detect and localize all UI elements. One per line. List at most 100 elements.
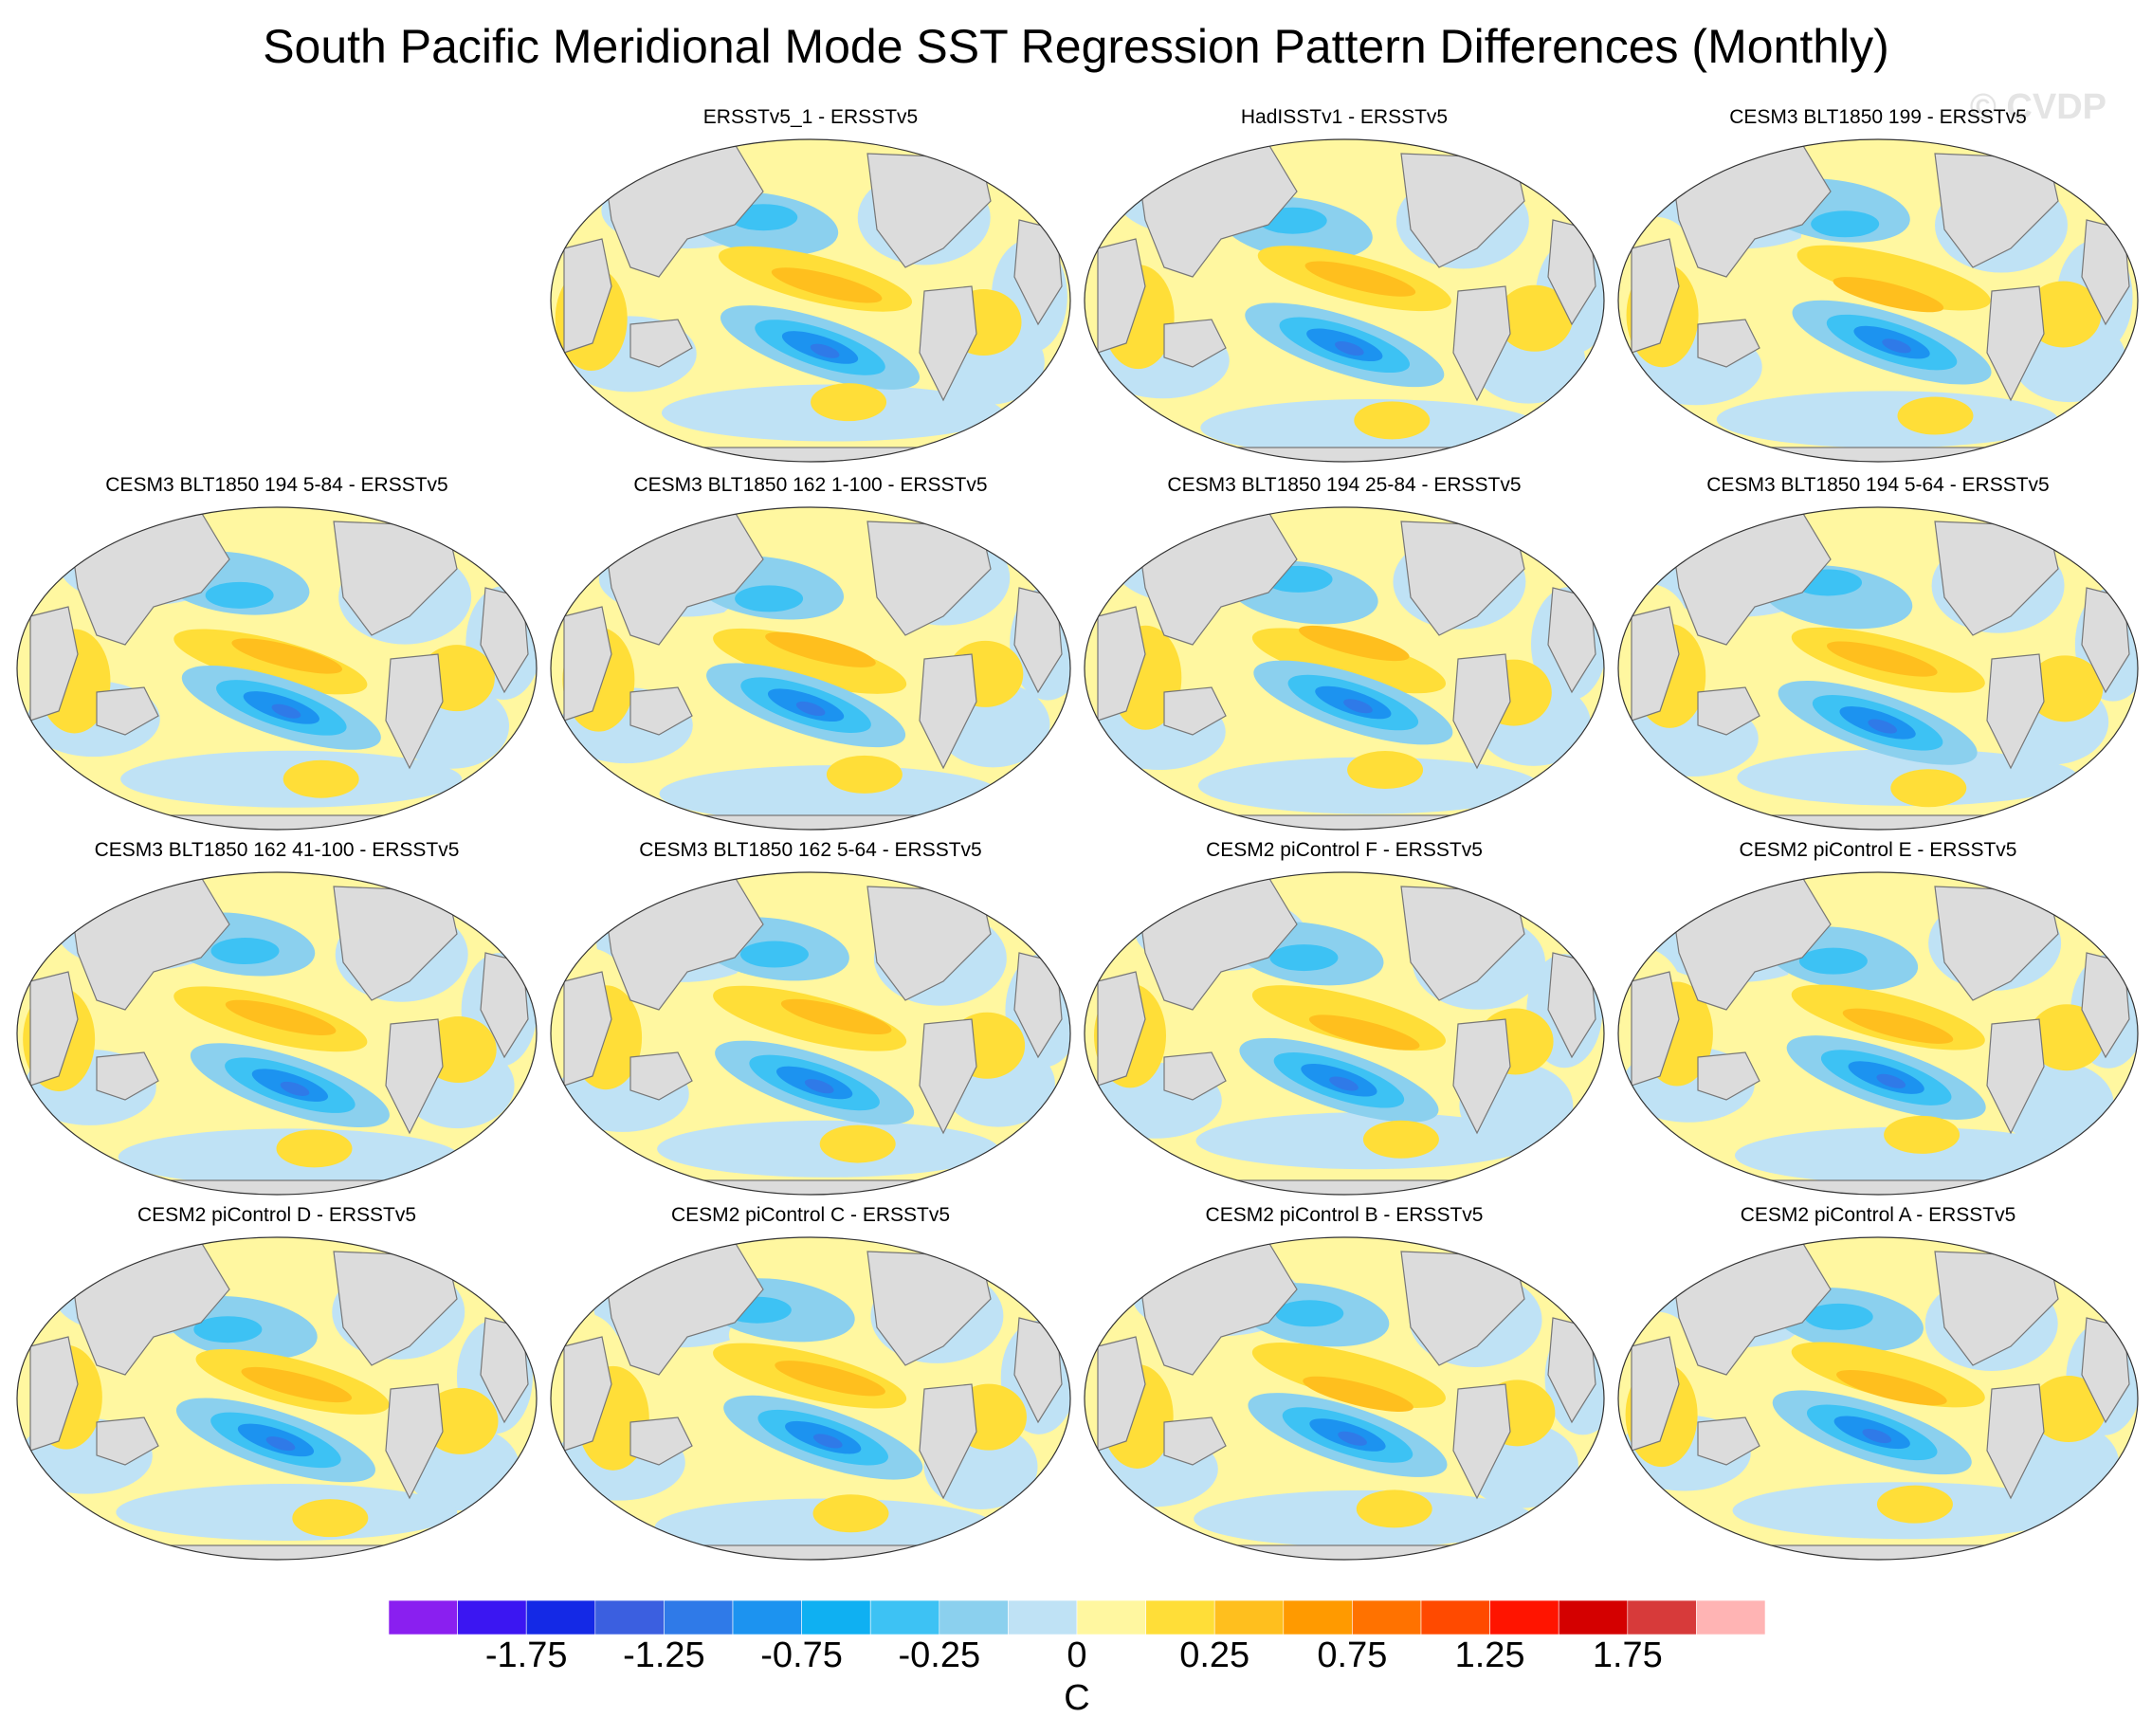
colorbar-box: [664, 1600, 734, 1635]
land-mass: [919, 285, 977, 402]
land-mass: [96, 686, 159, 736]
land-mass: [1618, 1544, 2138, 1560]
sst-contour: [804, 1079, 834, 1094]
sst-contour: [1868, 719, 1898, 734]
land-mass: [629, 319, 693, 368]
sst-contour: [812, 1494, 889, 1533]
sst-contour: [1347, 751, 1424, 790]
sst-contour: [1303, 1376, 1413, 1412]
sst-contour: [775, 1361, 885, 1397]
sst-contour: [810, 343, 840, 358]
colorbar-box: [457, 1600, 527, 1635]
sst-contour: [1798, 947, 1868, 975]
map-outline: [1084, 138, 1605, 463]
sst-contour: [1890, 769, 1967, 808]
colorbar-box: [1352, 1600, 1422, 1635]
land-mass: [1452, 1383, 1511, 1500]
map-panel: CESM2 piControl B - ERSSTv5: [1079, 1204, 1610, 1564]
land-mass: [29, 1336, 79, 1452]
sst-difference-map: [1084, 506, 1605, 831]
sst-contour: [1804, 1303, 1873, 1330]
colorbar-box: [1627, 1600, 1697, 1635]
sst-contour: [271, 704, 301, 719]
colorbar-tick-label: -1.75: [484, 1635, 568, 1675]
land-mass: [563, 606, 612, 722]
sst-contour: [771, 267, 883, 303]
map-outline: [16, 506, 538, 831]
map-outline: [16, 871, 538, 1196]
sst-contour: [795, 701, 826, 717]
colorbar-tick-label: -1.25: [623, 1635, 705, 1675]
land-mass: [1085, 447, 1604, 462]
sst-contour: [659, 765, 1001, 823]
sst-contour: [819, 1124, 896, 1163]
colorbar-box: [525, 1600, 596, 1635]
land-mass: [1697, 686, 1760, 736]
land-mass: [1986, 1383, 2045, 1500]
land-mass: [629, 1416, 693, 1466]
land-mass: [563, 1336, 612, 1452]
land-mass: [1618, 814, 2138, 830]
map-panel: CESM2 piControl D - ERSSTv5: [11, 1204, 542, 1564]
sst-contour: [735, 585, 804, 612]
land-mass: [385, 1018, 444, 1135]
sst-contour: [739, 941, 809, 968]
colorbar-box: [869, 1600, 940, 1635]
land-mass: [1097, 606, 1146, 722]
sst-difference-map: [1084, 138, 1605, 463]
map-panel: CESM2 piControl E - ERSSTv5: [1613, 839, 2143, 1199]
map-panel: CESM3 BLT1850 194 5-64 - ERSSTv5: [1613, 474, 2143, 834]
colorbar-tick-label: -0.75: [760, 1635, 843, 1675]
land-mass: [1452, 1018, 1511, 1135]
colorbar-box: [732, 1600, 802, 1635]
map-panel: CESM2 piControl F - ERSSTv5: [1079, 839, 1610, 1199]
panel-title: CESM2 piControl F - ERSSTv5: [1206, 839, 1483, 861]
panel-title: CESM3 BLT1850 194 5-64 - ERSSTv5: [1706, 474, 2050, 496]
land-mass: [919, 653, 977, 770]
sst-contour: [1897, 396, 1974, 435]
sst-contour: [2027, 655, 2104, 722]
sst-contour: [826, 755, 903, 794]
sst-contour: [811, 383, 887, 422]
sst-contour: [210, 938, 280, 965]
sst-contour: [1335, 340, 1364, 356]
map-outline: [1084, 1236, 1605, 1561]
map-panel: HadISSTv1 - ERSSTv5: [1079, 106, 1610, 466]
sst-contour: [1362, 1120, 1439, 1159]
land-mass: [1618, 447, 2138, 462]
sst-contour: [193, 1316, 263, 1343]
land-mass: [629, 1051, 693, 1101]
panel-title: CESM2 piControl A - ERSSTv5: [1740, 1204, 2016, 1226]
colorbar-tick-label: 0.75: [1317, 1635, 1388, 1675]
land-mass: [1697, 319, 1760, 368]
land-mass: [629, 686, 693, 736]
sst-contour: [1862, 1429, 1892, 1444]
map-panel: ERSSTv5_1 - ERSSTv5: [545, 106, 1076, 466]
colorbar-box: [1213, 1600, 1285, 1635]
map-outline: [16, 1236, 538, 1561]
sst-contour: [765, 631, 876, 667]
land-mass: [1163, 319, 1227, 368]
sst-contour: [276, 1129, 353, 1168]
sst-difference-map: [1084, 871, 1605, 1196]
colorbar-box: [801, 1600, 871, 1635]
sst-contour: [1827, 641, 1938, 677]
sst-difference-map: [1084, 1236, 1605, 1561]
land-mass: [1452, 285, 1511, 402]
chart-title: South Pacific Meridional Mode SST Regres…: [263, 20, 1889, 73]
map-panel: CESM3 BLT1850 162 5-64 - ERSSTv5: [545, 839, 1076, 1199]
land-mass: [1097, 1336, 1146, 1452]
sst-contour: [1308, 1014, 1420, 1051]
map-outline: [550, 506, 1071, 831]
map-outline: [550, 1236, 1071, 1561]
sst-contour: [280, 1081, 310, 1096]
sst-contour: [1304, 261, 1416, 297]
land-mass: [1697, 1416, 1760, 1466]
land-mass: [1631, 238, 1680, 354]
map-outline: [1617, 138, 2139, 463]
land-mass: [1097, 238, 1146, 354]
sst-contour: [1275, 1300, 1344, 1327]
sst-contour: [1716, 391, 2058, 448]
sst-contour: [1496, 284, 1573, 352]
